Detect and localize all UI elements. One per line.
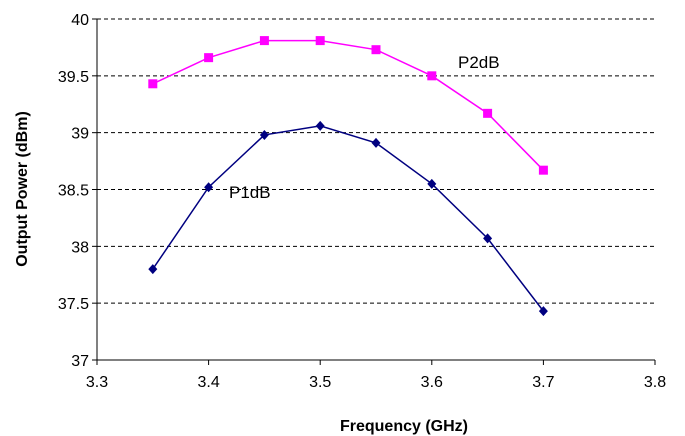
p2db-data-point [427, 71, 437, 81]
x-tick-label: 3.3 [86, 374, 108, 391]
y-tick-label: 39.5 [58, 69, 89, 86]
x-tick-label: 3.7 [532, 374, 554, 391]
y-tick-label: 37 [71, 353, 89, 370]
p1db-data-point [148, 264, 158, 275]
p2db-data-point [315, 36, 325, 46]
y-axis-title: Output Power (dBm) [14, 111, 31, 267]
gridlines [97, 18, 655, 304]
x-tick-label: 3.8 [644, 374, 666, 391]
y-tick-label: 39 [71, 126, 89, 143]
p2db-data-point [538, 165, 548, 175]
x-axis-title: Frequency (GHz) [340, 418, 468, 435]
y-tick-label: 38 [71, 239, 89, 256]
p1db-label: P1dB [229, 183, 271, 202]
y-tick-label: 38.5 [58, 183, 89, 200]
p2db-data-point [483, 108, 493, 118]
y-axis-ticks: 37 37.5 38 38.5 39 39.5 40 [58, 12, 97, 370]
p2db-data-point [259, 36, 269, 46]
y-tick-label: 40 [71, 12, 89, 29]
p1db-data-point [427, 178, 437, 189]
p1db-data-point [259, 129, 269, 140]
x-tick-label: 3.5 [309, 374, 331, 391]
p1db-series-line [152, 125, 544, 312]
p2db-label: P2dB [458, 53, 500, 72]
x-axis-ticks: 3.3 3.4 3.5 3.6 3.7 3.8 [86, 360, 666, 391]
series-labels: P2dB P1dB [229, 53, 500, 202]
p2db-data-point [204, 53, 214, 63]
p2db-series-line [152, 39, 544, 171]
p1db-data-point [483, 233, 493, 244]
p1db-data-point [315, 120, 325, 131]
data-series [148, 36, 548, 317]
p1db-data-point [371, 137, 381, 148]
x-tick-label: 3.4 [197, 374, 219, 391]
x-tick-label: 3.6 [421, 374, 443, 391]
p2db-data-point [371, 45, 381, 55]
p1db-data-point [204, 182, 214, 193]
y-tick-label: 37.5 [58, 296, 89, 313]
p1db-data-point [538, 306, 548, 317]
p2db-data-point [148, 79, 158, 89]
